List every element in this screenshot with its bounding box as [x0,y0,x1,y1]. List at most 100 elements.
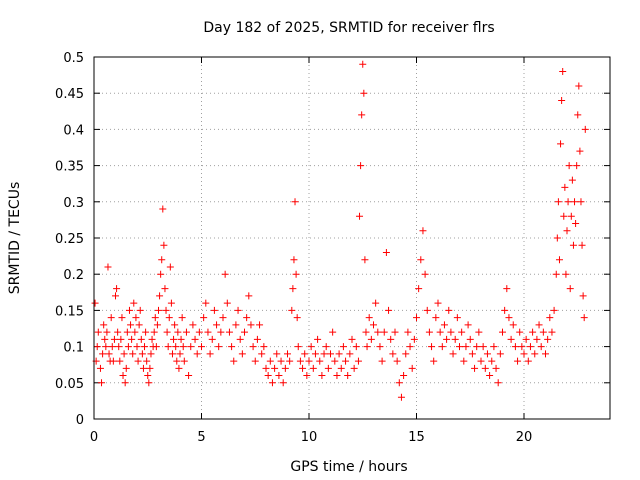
data-point [430,357,438,365]
data-point [481,364,489,372]
data-point [378,357,386,365]
data-point [166,263,174,271]
data-point [213,321,221,329]
data-point [503,285,511,293]
data-point [130,299,138,307]
data-point [293,314,301,322]
data-point [112,292,119,300]
data-point [359,60,367,68]
data-point [516,328,524,336]
data-point [421,270,429,278]
data-point [223,299,231,307]
data-point [133,343,141,351]
data-point [460,357,468,365]
data-point [177,335,185,343]
data-point [348,335,356,343]
data-point [247,321,255,329]
data-point [568,176,576,184]
y-tick-label: 0.15 [55,304,84,319]
data-point [171,321,179,329]
data-point [109,357,117,365]
data-point [473,343,481,351]
y-tick-label: 0.45 [55,87,84,102]
data-point [159,205,167,213]
data-point [464,321,472,329]
data-point [531,350,539,358]
data-point [264,372,272,380]
data-point [468,350,476,358]
data-point [501,306,509,314]
data-point [526,343,534,351]
data-point [301,350,309,358]
data-point [137,335,145,343]
data-point [440,321,448,329]
data-point [518,343,526,351]
data-point [581,125,589,133]
data-point [445,306,453,314]
data-point [356,212,364,220]
data-point [509,321,517,329]
data-point [580,314,588,322]
data-point [135,321,143,329]
data-point [179,343,187,351]
data-point [291,198,299,206]
data-point [318,372,326,380]
data-point [174,328,182,336]
data-point [314,335,322,343]
data-point [524,357,532,365]
data-point [217,328,225,336]
data-point [175,364,183,372]
data-point [511,343,519,351]
data-point [554,198,562,206]
data-point [436,328,444,336]
data-point [560,212,568,220]
data-point [195,328,203,336]
data-point [466,335,474,343]
y-tick-label: 0.1 [63,341,84,356]
y-tick-label: 0.35 [55,160,84,175]
data-point [180,357,188,365]
x-tick-label: 15 [408,430,425,445]
data-point [357,162,365,170]
data-point [494,379,502,387]
data-point [579,292,587,300]
tick-labels: 0 0.05 0.1 0.15 0.2 0.25 0.3 0.35 0.4 0.45 0.5 0 5 10… [55,51,532,445]
data-point [107,314,115,322]
data-point [147,350,155,358]
data-point [204,328,212,336]
data-point [569,241,577,249]
data-point [200,314,208,322]
data-point [108,343,116,351]
data-point [380,328,388,336]
data-point [410,335,418,343]
data-point [243,314,251,322]
data-point [505,314,513,322]
data-point [432,314,440,322]
data-point [322,343,330,351]
data-point [165,314,173,322]
data-point [156,292,164,300]
data-point [376,343,384,351]
data-point [256,321,264,329]
data-point [241,328,248,336]
data-point [363,343,371,351]
data-point [281,364,289,372]
data-point [458,328,466,336]
data-point [352,343,360,351]
data-point [425,328,433,336]
data-point [228,343,236,351]
data-point [331,357,339,365]
data-point [210,306,218,314]
data-point [305,357,313,365]
data-point [367,335,375,343]
data-point [558,96,566,104]
data-point [557,140,565,148]
data-point [238,350,246,358]
data-point [100,321,108,329]
data-point [537,343,545,351]
data-point [520,350,528,358]
data-point [346,350,354,358]
data-point [151,314,159,322]
data-point [206,350,214,358]
data-point [187,343,195,351]
